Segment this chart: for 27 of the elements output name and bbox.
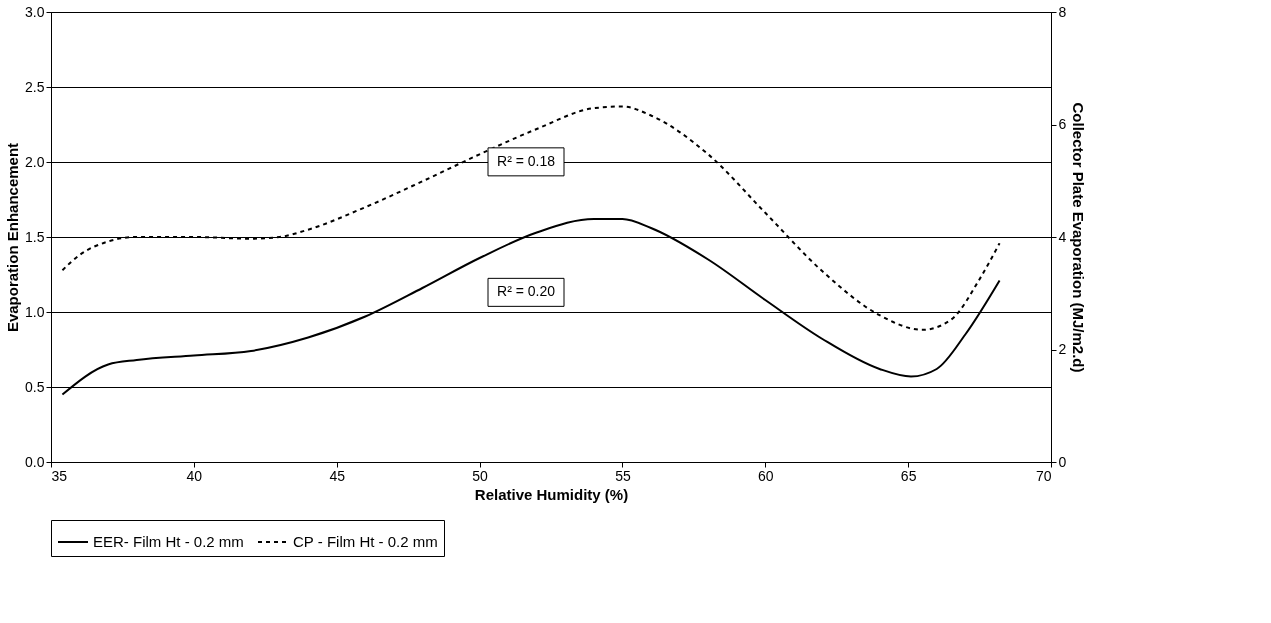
legend-label: EER- Film Ht - 0.2 mm: [93, 533, 244, 550]
x-tick-label: 55: [615, 467, 631, 484]
y2-tick-label: 0: [1058, 453, 1067, 470]
y-tick-label: 2.5: [25, 78, 45, 95]
y-tick-label: 0.5: [25, 378, 45, 395]
y2-tick-label: 2: [1058, 341, 1067, 357]
annotation: R² = 0.18: [497, 152, 556, 169]
y-tick-label: 1.5: [25, 228, 45, 245]
x-axis-title: Relative Humidity (%): [474, 485, 629, 503]
x-tick-label: 70: [1035, 467, 1052, 484]
x-tick-label: 65: [900, 467, 917, 484]
y-tick-label: 0.0: [25, 453, 45, 470]
x-tick-label: 40: [186, 467, 203, 484]
y-tick-label: 3.0: [25, 3, 45, 20]
x-tick-label: 60: [758, 467, 774, 484]
y2-tick-label: 4: [1058, 228, 1067, 245]
legend-label: CP - Film Ht - 0.2 mm: [293, 533, 438, 550]
y-tick-label: 2.0: [25, 153, 45, 170]
x-tick-label: 50: [472, 467, 489, 484]
y-tick-label: 1.0: [25, 303, 45, 320]
x-tick-label: 35: [51, 467, 68, 484]
y2-tick-label: 6: [1058, 116, 1067, 132]
x-tick-label: 45: [329, 467, 346, 484]
y2-axis-title: Collector Plate Evaporation (MJ/m2.d): [1070, 102, 1088, 373]
y2-tick-label: 8: [1058, 3, 1067, 20]
annotation: R² = 0.20: [497, 283, 556, 300]
y-axis-title: Evaporation Enhancement: [4, 142, 22, 333]
